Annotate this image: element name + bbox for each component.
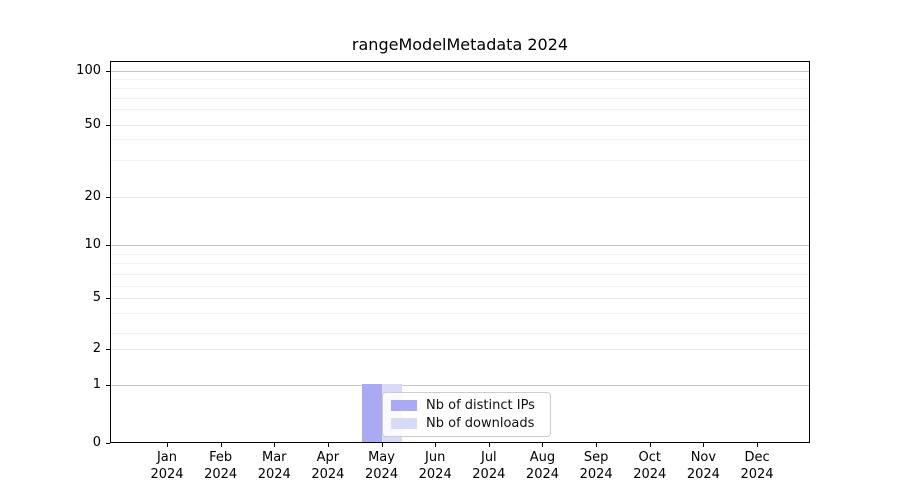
gridline-y-50 — [111, 125, 809, 126]
x-tick-mark — [435, 443, 437, 447]
gridline-minor — [111, 286, 809, 287]
x-tick-label-nov: Nov 2024 — [663, 449, 743, 483]
x-tick-label-oct: Oct 2024 — [610, 449, 690, 483]
x-tick-mark — [167, 443, 168, 447]
x-tick-month: Oct — [638, 450, 661, 465]
x-tick-label-dec: Dec 2024 — [717, 449, 797, 483]
x-tick-label-may: May 2024 — [342, 449, 422, 483]
gridline-minor — [111, 109, 809, 110]
x-tick-month: Jan — [156, 450, 178, 465]
x-tick-month: Sep — [583, 450, 609, 465]
y-tick-mark — [106, 245, 110, 246]
gridline-minor — [111, 160, 809, 161]
gridline-y-1 — [111, 385, 809, 386]
y-tick-label: 5 — [92, 290, 101, 305]
legend-swatch — [391, 418, 417, 429]
y-tick-mark — [106, 197, 110, 198]
y-tick-mark — [106, 349, 110, 350]
x-tick-label-sep: Sep 2024 — [556, 449, 636, 483]
y-tick-label: 100 — [76, 63, 101, 78]
x-tick-month: Feb — [209, 450, 233, 465]
y-tick-mark — [106, 385, 110, 386]
x-tick-mark — [703, 443, 705, 447]
x-tick-year: 2024 — [525, 467, 560, 482]
x-tick-label-apr: Apr 2024 — [288, 449, 368, 483]
gridline-y-5 — [111, 298, 809, 299]
gridline-minor — [111, 333, 809, 334]
x-tick-year: 2024 — [686, 467, 720, 482]
x-tick-year: 2024 — [311, 467, 345, 482]
x-tick-year: 2024 — [418, 467, 452, 482]
gridline-minor — [111, 313, 809, 314]
y-tick-label: 20 — [84, 189, 101, 204]
x-tick-mark — [596, 443, 598, 447]
x-tick-label-mar: Mar 2024 — [234, 449, 314, 483]
x-tick-month: Jul — [480, 450, 497, 465]
x-tick-mark — [381, 443, 383, 447]
legend: Nb of distinct IPs Nb of downloads — [382, 392, 551, 437]
x-tick-mark — [488, 443, 490, 447]
gridline-minor — [111, 274, 809, 275]
x-tick-mark — [327, 443, 329, 447]
x-tick-year: 2024 — [365, 467, 399, 482]
x-tick-year: 2024 — [633, 467, 667, 482]
bar-series0-may — [361, 384, 382, 442]
x-tick-month: Aug — [529, 450, 556, 465]
gridline-minor — [111, 263, 809, 264]
y-tick-mark — [106, 71, 110, 72]
x-tick-year: 2024 — [204, 467, 238, 482]
x-tick-year: 2024 — [472, 467, 506, 482]
x-tick-mark — [220, 443, 222, 447]
x-tick-label-jan: Jan 2024 — [127, 449, 207, 483]
x-tick-year: 2024 — [579, 467, 613, 482]
legend-label: Nb of downloads — [426, 416, 535, 431]
x-tick-month: Nov — [690, 450, 717, 465]
legend-label: Nb of distinct IPs — [426, 398, 535, 413]
y-tick-label: 2 — [92, 341, 101, 356]
x-tick-month: May — [368, 450, 395, 465]
gridline-minor — [111, 139, 809, 140]
x-tick-label-jul: Jul 2024 — [449, 449, 529, 483]
x-tick-month: Apr — [316, 450, 340, 465]
x-tick-mark — [757, 443, 759, 447]
legend-item: Nb of distinct IPs — [391, 398, 542, 413]
x-tick-month: Dec — [744, 450, 770, 465]
x-tick-label-jun: Jun 2024 — [395, 449, 475, 483]
gridline-y-10 — [111, 245, 809, 246]
y-tick-label: 0 — [92, 435, 101, 450]
gridline-minor — [111, 88, 809, 89]
x-tick-month: Jun — [425, 450, 446, 465]
plot-area — [110, 61, 810, 443]
legend-item: Nb of downloads — [391, 416, 542, 431]
x-tick-year: 2024 — [257, 467, 291, 482]
y-tick-label: 10 — [84, 237, 101, 252]
gridline-y-20 — [111, 197, 809, 198]
x-tick-year: 2024 — [740, 467, 774, 482]
x-tick-mark — [274, 443, 276, 447]
gridline-y-2 — [111, 349, 809, 350]
y-tick-label: 1 — [92, 377, 101, 392]
legend-swatch — [391, 400, 417, 411]
x-tick-month: Mar — [262, 450, 287, 465]
y-tick-mark — [106, 125, 110, 126]
gridline-y-100 — [111, 71, 809, 72]
gridline-minor — [111, 254, 809, 255]
chart-title: rangeModelMetadata 2024 — [351, 35, 569, 54]
x-tick-year: 2024 — [150, 467, 184, 482]
y-tick-mark — [106, 298, 110, 299]
x-tick-mark — [649, 443, 651, 447]
x-tick-mark — [542, 443, 544, 447]
x-tick-label-aug: Aug 2024 — [502, 449, 582, 483]
x-tick-label-feb: Feb 2024 — [181, 449, 261, 483]
gridline-minor — [111, 98, 809, 99]
y-tick-mark — [106, 443, 110, 444]
gridline-minor — [111, 79, 809, 80]
y-tick-label: 50 — [84, 117, 101, 132]
